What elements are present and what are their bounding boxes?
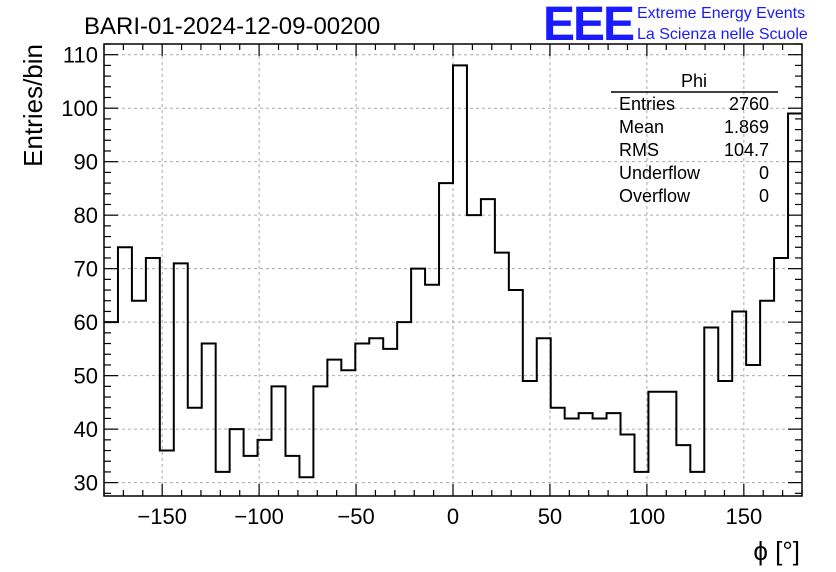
- x-axis-label: ϕ [°]: [753, 536, 800, 566]
- stats-label-underflow: Underflow: [619, 163, 701, 183]
- stats-label-overflow: Overflow: [619, 186, 691, 206]
- stats-box: Phi Entries 2760 Mean 1.869 RMS 104.7 Un…: [611, 71, 778, 206]
- y-axis-label: Entries/bin: [18, 44, 48, 167]
- y-tick-label: 100: [61, 96, 98, 121]
- y-tick-label: 30: [74, 471, 98, 496]
- stats-value-underflow: 0: [759, 163, 769, 183]
- y-tick-label: 80: [74, 203, 98, 228]
- y-tick-label: 70: [74, 257, 98, 282]
- histogram-series: [104, 64, 802, 479]
- x-tick-label: −100: [234, 504, 284, 529]
- x-tick-label: −50: [337, 504, 374, 529]
- y-tick-label: 110: [63, 43, 98, 68]
- run-title: BARI-01-2024-12-09-00200: [84, 13, 380, 40]
- logo-line-1: Extreme Energy Events: [637, 5, 805, 22]
- stats-label-rms: RMS: [619, 140, 659, 160]
- y-tick-label: 40: [74, 417, 98, 442]
- logo-line-2: La Scienza nelle Scuole: [637, 26, 808, 43]
- eee-logo-text: EEE: [543, 0, 634, 51]
- eee-logo: EEE Extreme Energy Events La Scienza nel…: [543, 0, 808, 51]
- stats-label-entries: Entries: [619, 94, 675, 114]
- stats-title: Phi: [681, 71, 707, 91]
- y-tick-label: 60: [74, 310, 98, 335]
- x-tick-label: 50: [538, 504, 562, 529]
- axis-ticks: [103, 43, 803, 496]
- stats-value-entries: 2760: [729, 94, 769, 114]
- axis-tick-labels: −150 −100 −50 0 50 100 150 30 40 50 60 70 80 90 100 110: [61, 43, 762, 529]
- y-tick-label: 50: [74, 364, 98, 389]
- x-tick-label: −150: [137, 504, 187, 529]
- y-tick-label: 90: [74, 150, 98, 175]
- x-tick-label: 150: [725, 504, 762, 529]
- stats-value-mean: 1.869: [724, 117, 769, 137]
- stats-value-overflow: 0: [759, 186, 769, 206]
- x-tick-label: 0: [447, 504, 459, 529]
- stats-label-mean: Mean: [619, 117, 664, 137]
- stats-value-rms: 104.7: [724, 140, 769, 160]
- x-tick-label: 100: [629, 504, 666, 529]
